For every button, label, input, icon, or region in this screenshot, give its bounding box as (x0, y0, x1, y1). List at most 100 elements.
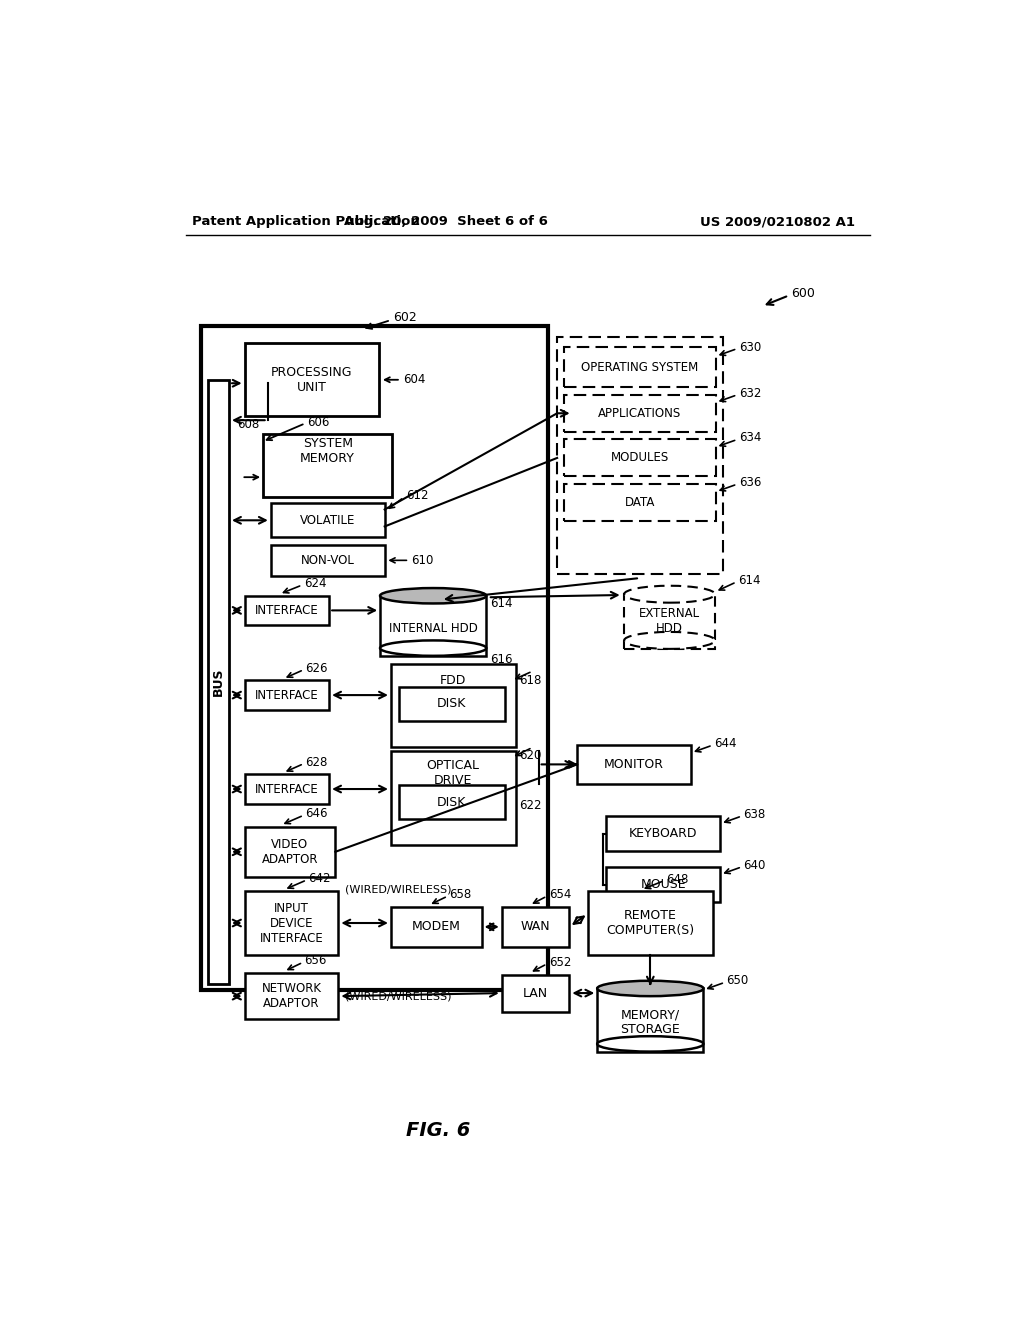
Bar (245, 343, 379, 416)
Text: 626: 626 (305, 661, 328, 675)
Text: MONITOR: MONITOR (604, 758, 665, 771)
Text: 654: 654 (549, 888, 571, 902)
Ellipse shape (597, 981, 703, 997)
Bar (391, 907, 481, 946)
Text: KEYBOARD: KEYBOARD (629, 828, 697, 841)
Bar (557, 337, 723, 574)
Bar (398, 686, 505, 721)
Bar (564, 440, 716, 477)
Text: OPTICAL
DRIVE: OPTICAL DRIVE (427, 759, 479, 787)
Bar (391, 751, 515, 845)
Text: INTERFACE: INTERFACE (255, 603, 318, 616)
Text: DATA: DATA (625, 496, 655, 510)
Bar (502, 974, 569, 1011)
Bar (245, 681, 330, 710)
Bar (502, 907, 569, 946)
Bar (564, 484, 716, 521)
Text: NETWORK
ADAPTOR: NETWORK ADAPTOR (261, 982, 322, 1010)
Text: FDD: FDD (440, 675, 466, 686)
Text: 602: 602 (393, 312, 417, 325)
Text: 628: 628 (305, 755, 328, 768)
Text: 622: 622 (519, 800, 542, 813)
Bar (245, 775, 330, 804)
Text: INPUT
DEVICE
INTERFACE: INPUT DEVICE INTERFACE (260, 902, 324, 945)
Text: 634: 634 (739, 432, 761, 445)
Text: (WIRED/WIRELESS): (WIRED/WIRELESS) (345, 884, 452, 895)
Bar (202, 326, 548, 990)
Text: FIG. 6: FIG. 6 (407, 1121, 471, 1139)
Text: 652: 652 (549, 956, 571, 969)
Text: (WIRED/WIRELESS): (WIRED/WIRELESS) (345, 991, 452, 1001)
Text: 610: 610 (412, 554, 434, 566)
Bar (208, 380, 229, 983)
Text: MODULES: MODULES (610, 451, 669, 465)
Text: 642: 642 (308, 871, 331, 884)
Text: 648: 648 (666, 873, 688, 886)
Text: 640: 640 (743, 859, 766, 871)
Bar (263, 434, 392, 498)
Text: 624: 624 (304, 577, 327, 590)
Bar (398, 785, 505, 818)
Text: 614: 614 (738, 574, 761, 587)
Bar (245, 826, 336, 876)
Text: VIDEO
ADAPTOR: VIDEO ADAPTOR (262, 838, 318, 866)
Text: PROCESSING
UNIT: PROCESSING UNIT (271, 366, 352, 393)
Text: 636: 636 (739, 477, 761, 490)
Text: VOLATILE: VOLATILE (300, 513, 355, 527)
Text: INTERFACE: INTERFACE (255, 689, 318, 702)
Text: 620: 620 (519, 748, 542, 762)
Text: 644: 644 (714, 737, 736, 750)
Text: REMOTE
COMPUTER(S): REMOTE COMPUTER(S) (606, 909, 694, 937)
Bar (597, 989, 703, 1052)
Text: WAN: WAN (521, 920, 550, 933)
Bar (270, 545, 385, 576)
Text: 656: 656 (304, 954, 327, 968)
Bar (391, 664, 515, 747)
Text: DISK: DISK (437, 796, 466, 809)
Text: MODEM: MODEM (412, 920, 461, 933)
Ellipse shape (625, 586, 715, 603)
Text: 600: 600 (792, 286, 815, 300)
Text: INTERFACE: INTERFACE (255, 783, 318, 796)
Text: 606: 606 (307, 416, 330, 429)
Bar (270, 503, 385, 537)
Text: APPLICATIONS: APPLICATIONS (598, 407, 682, 420)
Text: 646: 646 (305, 807, 328, 820)
Bar (564, 347, 716, 387)
Bar (245, 595, 330, 626)
Text: SYSTEM
MEMORY: SYSTEM MEMORY (300, 437, 355, 465)
Bar (380, 595, 486, 656)
Text: EXTERNAL
HDD: EXTERNAL HDD (639, 607, 700, 635)
Bar (588, 891, 713, 954)
Text: 608: 608 (237, 418, 259, 432)
Text: Aug. 20, 2009  Sheet 6 of 6: Aug. 20, 2009 Sheet 6 of 6 (344, 215, 548, 228)
Text: 612: 612 (407, 490, 429, 502)
Text: 614: 614 (490, 597, 513, 610)
Ellipse shape (380, 640, 486, 656)
Text: INTERNAL HDD: INTERNAL HDD (389, 622, 477, 635)
Text: 632: 632 (739, 387, 761, 400)
Text: OPERATING SYSTEM: OPERATING SYSTEM (582, 360, 698, 374)
Text: NON-VOL: NON-VOL (301, 554, 354, 566)
Text: 616: 616 (490, 653, 513, 667)
Text: 604: 604 (403, 374, 426, 387)
Text: BUS: BUS (212, 668, 225, 696)
Text: Patent Application Publication: Patent Application Publication (193, 215, 420, 228)
Text: LAN: LAN (523, 986, 548, 999)
Text: DISK: DISK (437, 697, 466, 710)
Bar (245, 891, 339, 954)
Bar (564, 395, 716, 432)
Text: 638: 638 (743, 808, 766, 821)
Bar (578, 744, 691, 784)
Text: MOUSE: MOUSE (641, 878, 686, 891)
Bar (245, 973, 339, 1019)
Text: 658: 658 (450, 888, 472, 902)
Bar (606, 816, 720, 851)
Bar (606, 867, 720, 903)
Text: 630: 630 (739, 341, 761, 354)
Text: 650: 650 (727, 974, 749, 987)
Ellipse shape (380, 589, 486, 603)
Text: 618: 618 (519, 675, 542, 686)
Ellipse shape (625, 632, 715, 649)
Ellipse shape (597, 1036, 703, 1052)
